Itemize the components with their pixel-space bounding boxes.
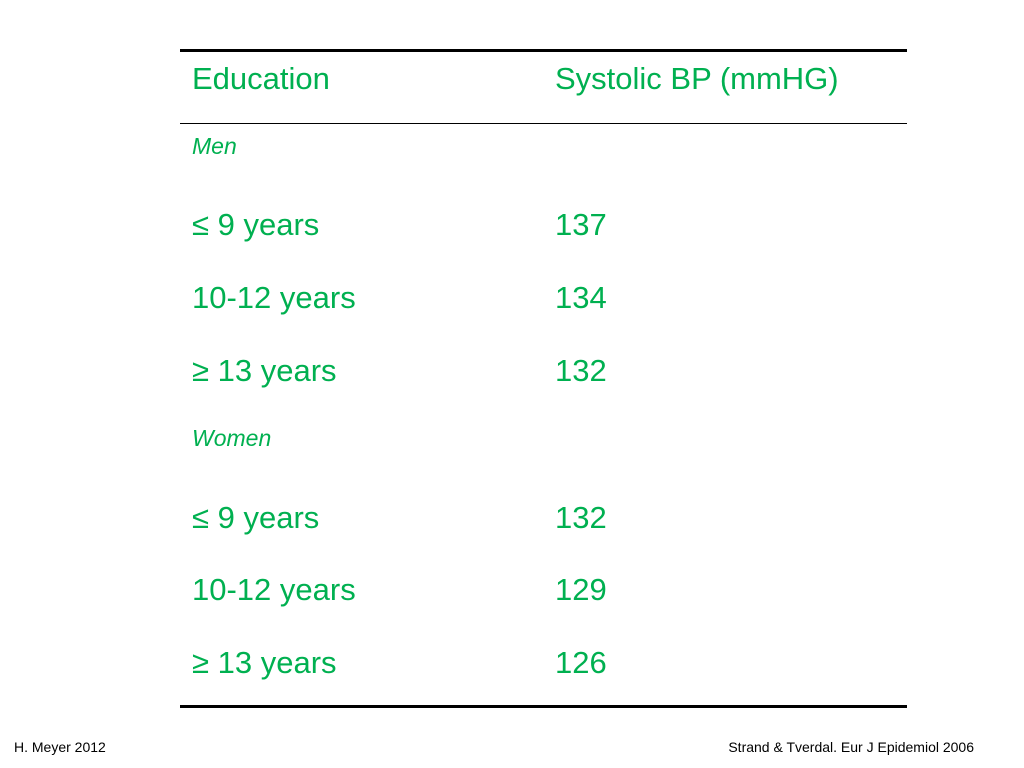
header-education: Education [192,61,330,96]
table-row-education: 10-12 years [192,572,356,607]
table-row-education: ≥ 13 years [192,353,337,388]
table-row-value: 126 [555,645,607,680]
table-top-rule [180,49,907,52]
table-row-education: ≤ 9 years [192,500,320,535]
table-row-value: 132 [555,500,607,535]
table-row-education: ≥ 13 years [192,645,337,680]
table-row-education: 10-12 years [192,280,356,315]
table-row-value: 137 [555,207,607,242]
table-row-value: 129 [555,572,607,607]
group-label-women: Women [192,425,272,451]
table-row-value: 134 [555,280,607,315]
header-systolic-bp: Systolic BP (mmHG) [555,61,839,96]
table-bottom-rule [180,705,907,708]
table-row-education: ≤ 9 years [192,207,320,242]
table-row-value: 132 [555,353,607,388]
footer-author: H. Meyer 2012 [14,739,106,755]
footer-citation: Strand & Tverdal. Eur J Epidemiol 2006 [728,739,974,755]
table-header-rule [180,123,907,124]
group-label-men: Men [192,133,237,159]
